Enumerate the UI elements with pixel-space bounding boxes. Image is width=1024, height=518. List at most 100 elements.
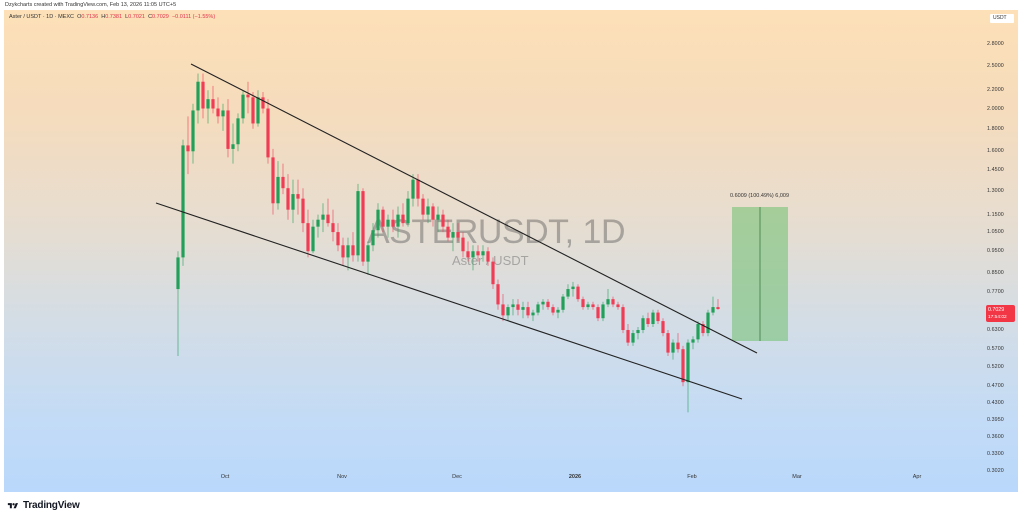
candle[interactable] [221, 103, 225, 131]
candle[interactable] [601, 301, 605, 322]
candle[interactable] [511, 299, 515, 316]
candle[interactable] [256, 90, 260, 127]
candle[interactable] [306, 209, 310, 258]
candle[interactable] [561, 294, 565, 313]
candle[interactable] [701, 321, 705, 337]
candle[interactable] [586, 301, 590, 310]
candle[interactable] [451, 223, 455, 252]
candle[interactable] [251, 91, 255, 129]
candle[interactable] [636, 326, 640, 340]
candle[interactable] [211, 85, 215, 114]
candle[interactable] [531, 309, 535, 322]
candle[interactable] [426, 198, 430, 224]
candle[interactable] [626, 324, 630, 346]
chart-area[interactable]: Aster / USDT · 1D · MEXC O0.7136 H0.7381… [4, 10, 1018, 492]
candle[interactable] [581, 296, 585, 310]
candle[interactable] [491, 257, 495, 290]
candle[interactable] [706, 309, 710, 337]
candle[interactable] [421, 194, 425, 220]
candle[interactable] [461, 232, 465, 258]
candle[interactable] [546, 299, 550, 310]
candle[interactable] [291, 179, 295, 224]
candle[interactable] [476, 245, 480, 262]
candle[interactable] [241, 90, 245, 124]
candle[interactable] [576, 284, 580, 302]
candle[interactable] [196, 73, 200, 124]
candle[interactable] [271, 148, 275, 215]
candle[interactable] [311, 219, 315, 254]
candle[interactable] [666, 330, 670, 357]
candle[interactable] [401, 203, 405, 227]
candle[interactable] [286, 174, 290, 220]
candle[interactable] [356, 183, 360, 262]
candle[interactable] [611, 296, 615, 308]
candle[interactable] [201, 73, 205, 119]
candle[interactable] [331, 209, 335, 242]
candle[interactable] [526, 301, 530, 319]
candle[interactable] [366, 241, 370, 275]
candle[interactable] [651, 309, 655, 327]
currency-selector[interactable]: USDT [990, 14, 1014, 23]
candle[interactable] [471, 245, 475, 271]
candle[interactable] [206, 90, 210, 124]
candle[interactable] [231, 123, 235, 164]
candle[interactable] [566, 284, 570, 300]
candle[interactable] [631, 330, 635, 346]
candle[interactable] [621, 304, 625, 334]
candle[interactable] [191, 103, 195, 164]
candle[interactable] [716, 299, 720, 310]
candle[interactable] [496, 279, 500, 310]
candle[interactable] [696, 321, 700, 343]
candle[interactable] [351, 232, 355, 262]
candle[interactable] [671, 339, 675, 360]
candle[interactable] [381, 206, 385, 233]
candle[interactable] [376, 203, 380, 238]
candle[interactable] [186, 116, 190, 175]
candle[interactable] [686, 339, 690, 413]
candle[interactable] [691, 336, 695, 350]
tradingview-logo[interactable]: TradingView [6, 500, 80, 511]
candle[interactable] [391, 209, 395, 233]
candle[interactable] [551, 304, 555, 316]
candle[interactable] [346, 237, 350, 271]
candle[interactable] [486, 247, 490, 266]
candle[interactable] [591, 301, 595, 310]
candle[interactable] [246, 81, 250, 114]
trendline-lower-support[interactable] [155, 202, 743, 400]
candle[interactable] [296, 179, 300, 215]
candle[interactable] [536, 301, 540, 316]
candle[interactable] [406, 191, 410, 227]
candle[interactable] [616, 301, 620, 310]
candle[interactable] [176, 251, 180, 357]
candle[interactable] [341, 237, 345, 266]
trendline-upper-resistance[interactable] [190, 63, 758, 354]
candle[interactable] [281, 163, 285, 195]
candle[interactable] [521, 301, 525, 319]
candle[interactable] [481, 245, 485, 262]
candle[interactable] [371, 223, 375, 252]
candle[interactable] [571, 281, 575, 297]
candle[interactable] [361, 188, 365, 266]
candle[interactable] [301, 188, 305, 233]
candle[interactable] [656, 309, 660, 325]
candle[interactable] [316, 214, 320, 238]
candle[interactable] [441, 209, 445, 233]
candle[interactable] [676, 333, 680, 353]
candle[interactable] [661, 318, 665, 337]
candle[interactable] [431, 203, 435, 227]
candle[interactable] [276, 161, 280, 210]
candle[interactable] [321, 203, 325, 233]
candle[interactable] [261, 91, 265, 114]
candle[interactable] [446, 219, 450, 242]
candle[interactable] [556, 307, 560, 319]
candle[interactable] [641, 315, 645, 334]
candle[interactable] [541, 299, 545, 310]
candle[interactable] [501, 294, 505, 322]
candle[interactable] [236, 113, 240, 152]
candle[interactable] [396, 206, 400, 238]
candle[interactable] [516, 299, 520, 316]
candle[interactable] [266, 99, 270, 164]
candle[interactable] [436, 206, 440, 233]
candle[interactable] [226, 99, 230, 158]
